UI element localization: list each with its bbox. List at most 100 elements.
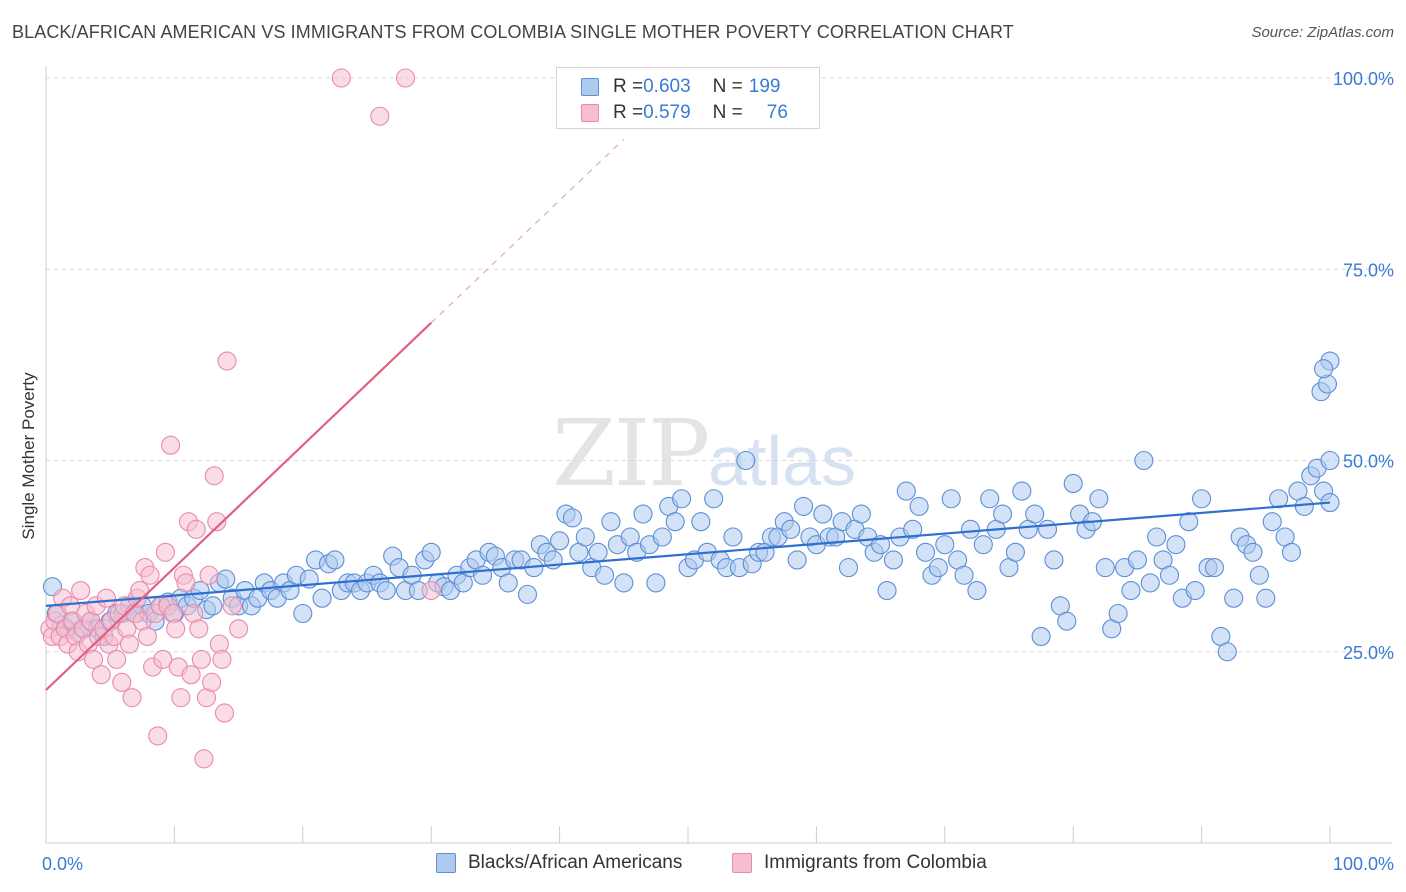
blacks-point [1012,481,1032,501]
blacks-point [1179,512,1199,532]
blacks-point [1159,565,1180,585]
blacks-point [1089,489,1109,509]
blacks-point [498,573,518,593]
colombia-point [199,565,219,585]
legend-n-value: 199 [748,76,781,97]
colombia-point [153,649,173,669]
colombia-point [370,106,390,126]
blacks-point [646,573,666,593]
blacks-point [787,550,807,570]
legend-row-blacks: R = 0.603 N = 199 [581,74,780,100]
y-axis-label: Single Mother Poverty [19,372,38,540]
blacks-point [1249,565,1269,585]
colombia-point [140,565,160,585]
blacks-point [903,519,923,539]
colombia-point [214,703,235,723]
blacks-point [1108,603,1128,624]
colombia-point [229,619,249,639]
blacks-point [967,580,987,601]
colombia-point [96,588,116,608]
chart-title: BLACK/AFRICAN AMERICAN VS IMMIGRANTS FRO… [12,22,1014,42]
blacks-point [1192,489,1212,509]
blacks-point [588,542,608,562]
colombia-point [122,688,142,708]
blacks-point [1185,580,1205,601]
series-legend-blacks: Blacks/African Americans [436,852,682,874]
blacks-point [1262,512,1282,532]
legend-r-label: R = [613,76,644,97]
blacks-point [960,519,981,539]
blacks-point [1166,535,1186,555]
chart-source: Source: ZipAtlas.com [1251,24,1394,41]
watermark-zip: ZIP [552,400,710,507]
blacks-point [723,527,743,547]
colombia-point [395,68,416,88]
colombia-point [160,435,181,455]
blacks-point [614,573,634,593]
blacks-point [1127,550,1147,570]
blacks-point [896,481,916,501]
blacks-point [794,496,814,516]
blacks-point [376,580,396,601]
blacks-point [575,527,595,547]
blacks-point [1204,558,1224,578]
colombia-point [186,519,206,539]
colombia-point [112,672,132,692]
series-legend-label: Immigrants from Colombia [764,852,987,873]
colombia-point [107,649,127,669]
blacks-point [736,450,756,471]
colombia-point [176,573,196,593]
series-legend-swatch-pink [732,853,752,873]
y-tick-label: 25.0% [1343,643,1394,663]
legend-swatch-pink [581,104,599,122]
series-legend-swatch-blue [436,853,456,873]
legend-n-value: 76 [766,102,788,123]
colombia-point [148,726,168,746]
blacks-point [601,512,621,532]
blacks-point [325,550,345,570]
blacks-point [1044,550,1064,570]
blacks-point [941,489,961,509]
blacks-point [1140,573,1160,593]
blacks-point [1095,558,1115,578]
y-tick-label: 75.0% [1343,260,1394,280]
blacks-point [1031,626,1051,647]
blacks-point [813,504,833,524]
colombia-point [83,649,104,669]
blacks-point [1320,450,1340,471]
blacks-point [517,584,538,604]
correlation-legend: R = 0.603 N = 199 R = 0.579 N = 76 [556,67,820,129]
blacks-point [652,527,672,547]
colombia-point [204,466,224,486]
series-legend: Blacks/African Americans Immigrants from… [0,852,1406,878]
blacks-point [203,596,223,616]
blacks-point [665,512,685,532]
blacks-point [973,535,993,555]
blacks-point [1217,642,1237,662]
blacks-point [838,558,859,578]
blacks-point [781,519,801,539]
x-tick-label: 100.0% [1333,854,1394,874]
legend-swatch-blue [581,78,599,96]
blacks-point [935,535,955,555]
y-tick-label: 50.0% [1343,452,1394,472]
colombia-point [191,649,211,669]
blacks-point [1121,580,1141,601]
blacks-point [562,508,582,528]
blacks-point [1281,542,1302,562]
blacks-point [1314,359,1334,379]
colombia-point [71,580,91,601]
blacks-point [1134,450,1154,471]
blacks-point [1063,473,1083,494]
blacks-point [1147,527,1167,547]
colombia-point [137,626,157,647]
colombia-point [331,68,351,88]
colombia-point [202,672,222,692]
legend-n-label: N = [712,102,743,123]
blacks-point [993,504,1013,524]
colombia-point [119,634,140,654]
y-tick-label: 100.0% [1333,69,1394,89]
blacks-point [704,489,724,509]
legend-r-label: R = [613,102,644,123]
